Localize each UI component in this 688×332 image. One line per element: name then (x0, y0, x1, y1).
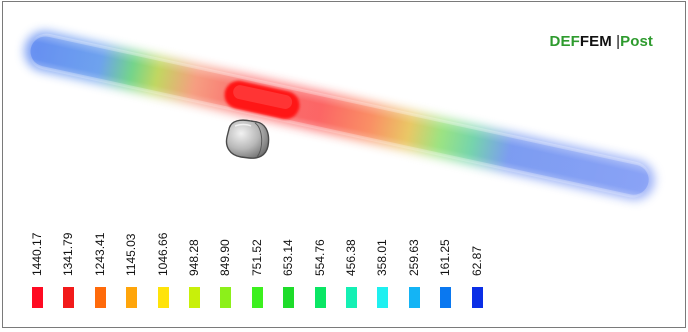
legend-value: 554.76 (312, 239, 327, 276)
rigid-sphere (225, 119, 270, 159)
legend-item: 849.90 (215, 222, 235, 317)
legend-value: 1243.41 (92, 232, 107, 276)
brand-fem: FEM (579, 33, 612, 50)
legend-swatch (283, 287, 295, 308)
legend-item: 161.25 (435, 222, 455, 317)
legend-value: 948.28 (187, 239, 201, 276)
legend-item: 62.87 (467, 222, 487, 317)
legend-item: 456.38 (341, 222, 361, 317)
contact-hot-spot (224, 80, 300, 120)
fem-scene[interactable] (3, 2, 686, 328)
legend-swatch (314, 287, 326, 308)
legend-item: 948.28 (184, 222, 204, 317)
legend-item: 653.14 (278, 222, 298, 317)
legend-value: 259.63 (406, 239, 421, 276)
legend-swatch (32, 287, 43, 308)
legend-swatch (94, 287, 106, 308)
brand-separator: | (611, 33, 621, 50)
legend-swatch (126, 287, 138, 308)
legend-value: 751.52 (249, 239, 264, 276)
brand-logo: DEFFEM |Post (550, 33, 653, 50)
legend-value: 1440.17 (30, 232, 44, 276)
legend-swatch (63, 287, 75, 308)
legend-swatch (189, 287, 200, 308)
legend-swatch (346, 287, 357, 308)
legend-item: 1341.79 (58, 222, 78, 317)
legend-value: 161.25 (438, 239, 453, 276)
legend-swatch (220, 287, 232, 308)
legend-swatch (408, 287, 420, 308)
legend-item: 259.63 (404, 222, 424, 317)
legend-swatch (157, 287, 169, 308)
brand-post: Post (620, 33, 653, 50)
legend-swatch (471, 287, 483, 308)
legend-value: 358.01 (375, 239, 390, 276)
legend-item: 1145.03 (121, 222, 141, 317)
legend-swatch (377, 287, 389, 308)
legend-value: 849.90 (218, 239, 233, 276)
legend-item: 358.01 (372, 222, 392, 317)
bar-body (24, 31, 655, 200)
legend-item: 554.76 (310, 222, 330, 317)
legend-swatch (440, 287, 452, 308)
brand-def: DEF (549, 33, 580, 50)
legend-item: 1243.41 (90, 222, 110, 317)
legend-item: 1046.66 (153, 222, 173, 317)
legend-value: 1046.66 (155, 232, 170, 276)
render-viewport[interactable]: DEFFEM |Post 1440.17 1341.79 1243.41 1145.0… (2, 1, 686, 328)
legend-value: 1341.79 (61, 232, 76, 276)
legend-value: 1145.03 (124, 233, 139, 277)
legend-value: 456.38 (344, 239, 358, 276)
legend-value: 653.14 (281, 239, 296, 276)
legend-item: 1440.17 (27, 222, 47, 317)
legend-item: 751.52 (247, 222, 267, 317)
legend-swatch (251, 287, 263, 308)
legend-value: 62.87 (469, 245, 484, 276)
color-legend: 1440.17 1341.79 1243.41 1145.03 1046.66 948.2… (27, 222, 497, 317)
